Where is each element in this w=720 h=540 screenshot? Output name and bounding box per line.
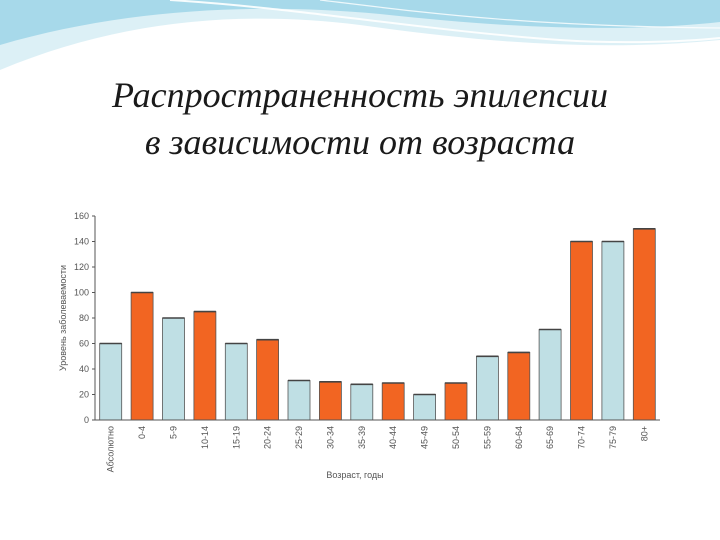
x-tick-label: 50-54 [451,426,461,449]
y-tick-label: 80 [79,313,89,323]
bar-18 [632,228,656,421]
bar-17 [601,241,625,421]
x-tick-label: 10-14 [200,426,210,449]
x-tick-label: 60-64 [514,426,524,449]
bar-11 [413,394,437,421]
x-tick-label: 25-29 [294,426,304,449]
y-ticks-group: 0 20 40 60 80 100 120 140 160 [74,211,95,425]
x-ticks-group: Абсолютно 0-4 5-9 10-14 15-19 20-24 25-29 30-34… [106,426,650,472]
bar-15 [538,329,562,421]
x-tick-label: 55-59 [482,426,492,449]
bar-10 [381,382,405,421]
bar-8 [318,381,342,421]
x-tick-label: 20-24 [263,426,273,449]
bar-13 [475,355,499,421]
x-tick-label: 45-49 [420,426,430,449]
x-tick-label: 65-69 [545,426,555,449]
y-tick-label: 20 [79,390,89,400]
y-tick-label: 100 [74,288,89,298]
bars-group [99,227,656,421]
x-tick-label: Абсолютно [106,426,116,472]
bar-16 [570,241,593,421]
bar-2 [130,292,154,421]
header-wave-decoration [0,0,720,70]
bar-3 [162,317,185,421]
x-tick-label: 75-79 [608,426,618,449]
x-tick-label: 30-34 [325,426,335,449]
x-axis-title: Возраст, годы [326,470,383,480]
x-tick-label: 70-74 [577,426,587,449]
y-tick-label: 160 [74,211,89,221]
slide-title-line-1: Распространенность эпилепсии [112,75,608,115]
bar-1 [99,343,123,421]
slide-title: Распространенность эпилепсии в зависимос… [0,72,720,166]
bar-14 [507,351,531,421]
y-axis-title: Уровень заболеваемости [58,265,68,371]
x-tick-label: 35-39 [357,426,367,449]
x-tick-label: 80+ [639,426,649,441]
bar-9 [350,383,374,421]
bar-4 [193,311,217,421]
bar-6 [256,339,280,421]
bar-5 [224,343,248,421]
y-tick-label: 0 [84,415,89,425]
x-tick-label: 0-4 [137,426,147,439]
slide-title-line-2: в зависимости от возраста [144,122,576,162]
y-tick-label: 120 [74,262,89,272]
y-tick-label: 140 [74,237,89,247]
x-tick-label: 15-19 [231,426,241,449]
x-tick-label: 40-44 [388,426,398,449]
bar-7 [287,380,311,421]
x-tick-label: 5-9 [169,426,179,439]
bar-12 [444,382,468,421]
epilepsy-prevalence-bar-chart: 0 20 40 60 80 100 120 140 160 Абсолютно 0-4 5-9 10-… [58,211,660,480]
y-tick-label: 40 [79,364,89,374]
y-tick-label: 60 [79,339,89,349]
